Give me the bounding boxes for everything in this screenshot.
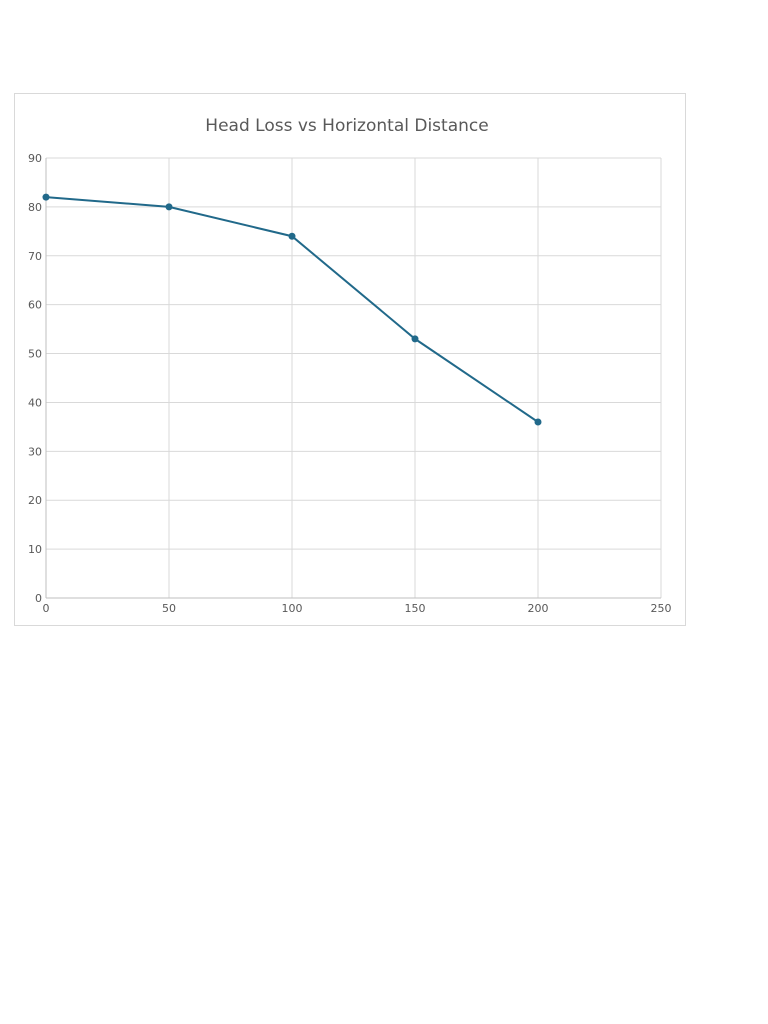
- x-tick-label-1: 50: [162, 602, 176, 615]
- x-tick-label-0: 0: [43, 602, 50, 615]
- chart-frame: [14, 93, 686, 626]
- y-tick-labels: 0 10 20 30 40 50 60 70 80 90: [28, 152, 42, 605]
- axes: [45, 158, 661, 599]
- grid-lines: [46, 157, 662, 598]
- y-tick-label-3: 30: [28, 445, 42, 458]
- x-tick-label-2: 100: [282, 602, 303, 615]
- x-tick-label-4: 200: [528, 602, 549, 615]
- chart-title: Head Loss vs Horizontal Distance: [205, 116, 488, 136]
- x-tick-labels: 0 50 100 150 200 250: [43, 602, 672, 615]
- y-tick-label-5: 50: [28, 348, 42, 361]
- y-tick-label-0: 0: [35, 592, 42, 605]
- y-tick-label-9: 90: [28, 152, 42, 165]
- y-tick-label-4: 40: [28, 396, 42, 409]
- y-tick-label-7: 70: [28, 250, 42, 263]
- data-point-0-0: [42, 193, 50, 201]
- y-tick-label-1: 10: [28, 543, 42, 556]
- data-point-0-2: [288, 232, 296, 240]
- data-point-0-3: [411, 335, 419, 343]
- data-point-0-4: [534, 418, 542, 426]
- x-tick-label-5: 250: [651, 602, 672, 615]
- data-point-0-1: [165, 203, 173, 211]
- y-tick-label-8: 80: [28, 201, 42, 214]
- y-tick-label-6: 60: [28, 299, 42, 312]
- series: [42, 193, 542, 426]
- x-tick-label-3: 150: [405, 602, 426, 615]
- y-tick-label-2: 20: [28, 494, 42, 507]
